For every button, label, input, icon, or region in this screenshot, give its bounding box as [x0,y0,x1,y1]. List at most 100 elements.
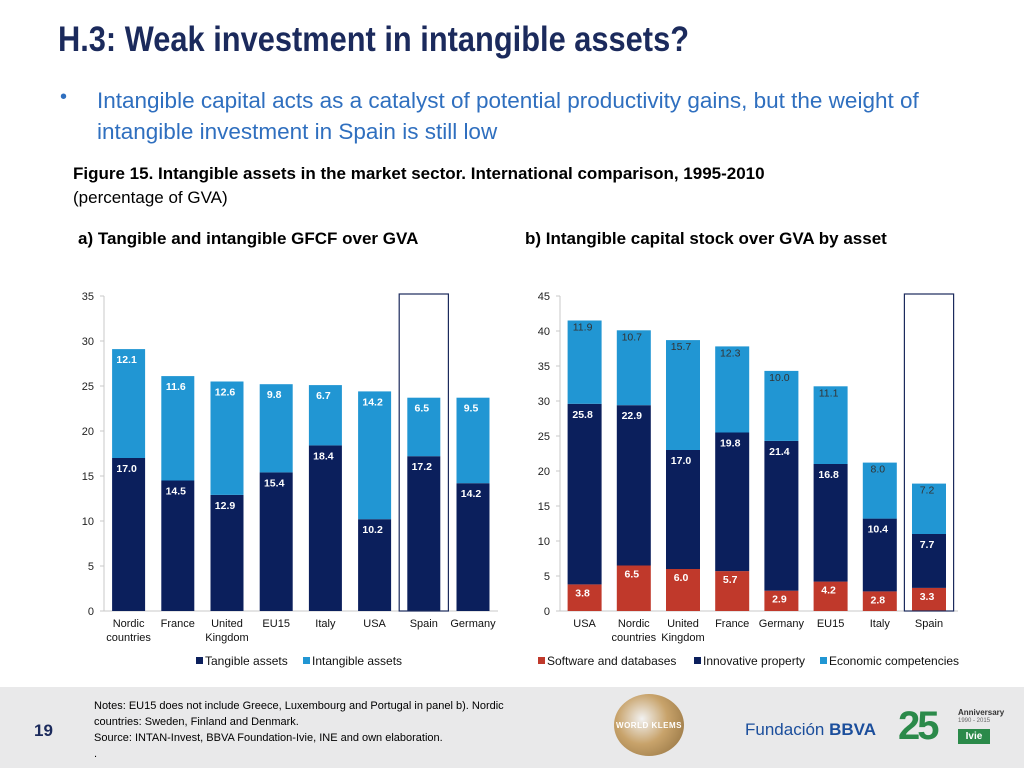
chart-b-data-label: 10.0 [769,372,790,384]
fundacion-logo-text: Fundación [745,720,825,739]
chart-b-bar-segment [912,587,946,611]
chart-b-data-label: 2.8 [870,594,885,606]
chart-a-legend-label: Tangible assets [205,654,288,668]
chart-b-data-label: 25.8 [572,409,593,421]
chart-b-bar-segment [715,432,750,572]
chart-a-data-label: 14.2 [461,488,482,500]
chart-a-data-label: 17.2 [412,461,433,473]
chart-a-data-label: 12.1 [116,354,137,366]
chart-b-data-label: 16.8 [818,469,839,481]
chart-b-data-label: 4.2 [821,585,836,597]
figure-subtitle: (percentage of GVA) [73,188,228,207]
notes-line-2: Source: INTAN-Invest, BBVA Foundation-Iv… [94,732,443,744]
chart-b-data-label: 7.2 [920,485,935,497]
chart-a-bar-segment [358,391,392,520]
chart-a-bar-segment [308,385,342,446]
chart-a-y-tick-label: 15 [82,471,94,483]
chart-b-data-label: 19.8 [720,438,741,450]
chart-a-legend-swatch [303,657,310,664]
chart-b-bar-segment [715,346,750,433]
bullet-dot-icon: • [60,86,68,108]
panel-a-title: a) Tangible and intangible GFCF over GVA [78,229,419,248]
chart-b-y-tick-label: 10 [538,536,550,548]
panel-b-title: b) Intangible capital stock over GVA by … [525,229,887,248]
chart-a-legend-swatch [196,657,203,664]
chart-b-category-label: EU15 [817,618,845,630]
chart-a-bar-segment [456,483,490,611]
chart-b-bar-segment [813,581,848,611]
chart-b-bar-segment [862,518,897,592]
chart-b-y-tick-label: 25 [538,431,550,443]
chart-b-bar-segment [616,565,651,611]
chart-b-data-label: 21.4 [769,446,790,458]
world-klems-logo-text: WORLD KLEMS [616,720,682,730]
chart-b-bar-segment [912,483,946,534]
chart-b-bar-segment [567,403,602,585]
slide-title: H.3: Weak investment in intangible asset… [58,20,690,59]
chart-b-bar-segment [813,386,848,464]
chart-a-category-label: Spain [410,618,438,630]
chart-b-category-label: Germany [759,618,805,630]
chart-b-category-label: USA [573,618,596,630]
chart-a-data-label: 12.9 [215,500,236,512]
chart-a-category-label: France [161,618,195,630]
chart-a-data-label: 11.6 [166,381,186,393]
chart-a-bar-segment [407,456,441,611]
chart-a-category-label: United [211,618,243,630]
chart-a-y-tick-label: 30 [82,336,94,348]
chart-a-category-label: Nordic [113,618,145,630]
anniversary-25-logo: 25 [898,704,939,748]
anniversary-text: Anniversary [958,708,1005,717]
chart-a-data-label: 6.5 [414,403,429,415]
chart-a-data-label: 18.4 [313,450,334,462]
bullet-text: Intangible capital acts as a catalyst of… [97,88,919,144]
world-klems-logo: WORLD KLEMS [614,694,684,756]
chart-a-bar-segment [456,397,490,484]
chart-a-data-label: 15.4 [264,477,285,489]
footer-bar [0,687,1024,768]
chart-b-legend-swatch [694,657,701,664]
chart-a-y-tick-label: 5 [88,561,94,573]
chart-a-y-tick-label: 0 [88,606,94,618]
chart-a-category-label: Kingdom [205,632,248,644]
chart-b-data-label: 3.8 [575,587,590,599]
chart-a-bar-segment [112,349,146,458]
chart-a-bar-segment [308,445,342,611]
chart-b-legend-label: Economic competencies [829,654,959,668]
chart-a-data-label: 10.2 [362,524,383,536]
chart-a-bar-segment [358,519,392,611]
chart-b-bar-segment [764,590,799,611]
chart-b-y-tick-label: 20 [538,466,550,478]
chart-a-y-tick-label: 20 [82,426,94,438]
chart-a-y-tick-label: 10 [82,516,94,528]
chart-a-category-label: USA [363,618,386,630]
chart-a-bar-segment [161,376,195,481]
chart-b-y-tick-label: 15 [538,501,550,513]
chart-b-bar-segment [764,440,799,591]
chart-a-category-label: Germany [450,618,496,630]
chart-b-data-label: 10.4 [868,524,889,536]
chart-b-category-label: Italy [870,618,891,630]
notes: Notes: EU15 does not include Greece, Lux… [94,698,534,762]
fundacion-bbva-logo: Fundación BBVA [745,720,876,740]
chart-b-data-label: 22.9 [622,410,643,422]
chart-b-data-label: 17.0 [671,455,692,467]
chart-a-bar-segment [161,480,195,611]
chart-a-data-label: 6.7 [316,390,331,402]
chart-a-bar-segment [210,381,244,495]
chart-b-bar-segment [912,534,946,588]
chart-b-category-label: France [715,618,749,630]
chart-a-bar-segment [112,458,146,611]
chart-b-category-label: Kingdom [661,632,704,644]
chart-a-spain-highlight-box [398,293,450,612]
chart-b-bar-segment [567,320,602,404]
chart-b-bar-segment [764,370,799,441]
chart-a-data-label: 17.0 [116,463,137,475]
chart-b-spain-highlight-box [903,293,955,612]
ivie-logo: Ivie [958,729,990,744]
chart-b-data-label: 6.0 [674,572,689,584]
chart-a-legend-label: Intangible assets [312,654,402,668]
chart-b-data-label: 8.0 [870,464,885,476]
chart-a-data-label: 9.5 [464,403,479,415]
bbva-logo-text: BBVA [829,720,877,739]
